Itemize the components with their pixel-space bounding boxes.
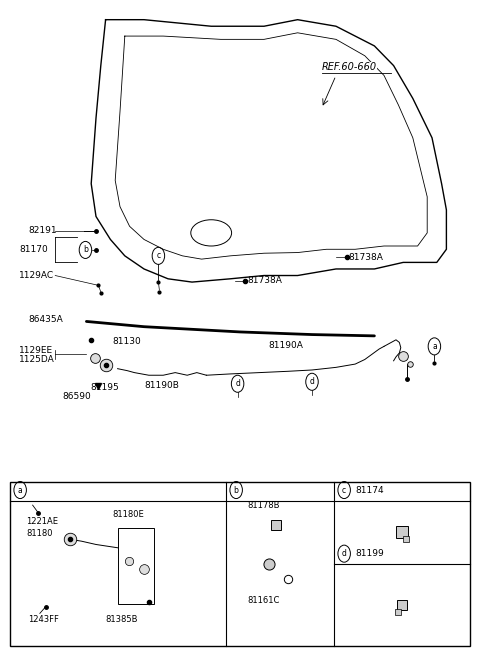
- Text: 1221AE: 1221AE: [26, 517, 59, 526]
- Text: 81385B: 81385B: [106, 615, 138, 625]
- Text: REF.60-660: REF.60-660: [322, 62, 377, 72]
- Text: 81130: 81130: [113, 337, 142, 346]
- Text: 81178B: 81178B: [247, 501, 280, 510]
- Bar: [118, 528, 154, 604]
- Bar: [10, 482, 470, 646]
- Text: 81190B: 81190B: [144, 380, 179, 390]
- Text: c: c: [342, 485, 346, 495]
- Text: b: b: [83, 245, 88, 255]
- Text: 81738A: 81738A: [247, 276, 282, 285]
- Text: d: d: [342, 549, 347, 558]
- Text: 81170: 81170: [19, 245, 48, 254]
- Text: a: a: [432, 342, 437, 351]
- Text: 81180: 81180: [26, 529, 53, 538]
- Text: 1129AC: 1129AC: [19, 271, 54, 280]
- Text: b: b: [234, 485, 239, 495]
- Text: 81180E: 81180E: [113, 510, 144, 520]
- Text: 81738A: 81738A: [348, 253, 383, 262]
- Text: 1243FF: 1243FF: [28, 615, 59, 625]
- Text: c: c: [156, 251, 160, 260]
- Text: d: d: [310, 377, 314, 386]
- Text: 81190A: 81190A: [269, 341, 304, 350]
- Text: 86435A: 86435A: [29, 315, 63, 324]
- Text: 81174: 81174: [355, 485, 384, 495]
- Text: 81161C: 81161C: [247, 596, 279, 605]
- Text: 1125DA: 1125DA: [19, 355, 55, 364]
- Text: d: d: [235, 379, 240, 388]
- Text: 86590: 86590: [62, 392, 91, 401]
- Text: 1129EE: 1129EE: [19, 346, 53, 355]
- Text: a: a: [18, 485, 23, 495]
- Text: 82191: 82191: [29, 226, 58, 236]
- Text: 81199: 81199: [355, 549, 384, 558]
- Text: 81195: 81195: [90, 382, 119, 392]
